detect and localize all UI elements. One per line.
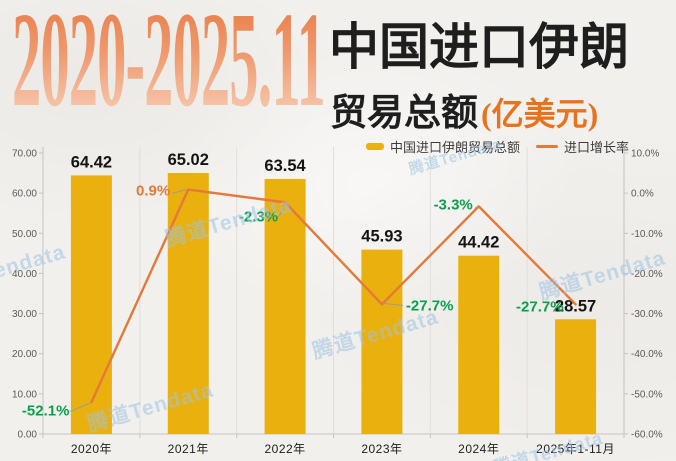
growth-rate-label: -2.3% (239, 208, 278, 225)
main-title-line2-row: 贸易总额 (亿美元) (330, 82, 598, 136)
left-axis-tick-label: 20.00 (12, 349, 37, 360)
tendata-watermark: 腾道Tendata (84, 378, 217, 437)
tendata-watermark: 腾道Tendata (309, 305, 442, 364)
growth-rate-label: -27.7% (516, 298, 564, 315)
label-leader-line (382, 302, 403, 306)
bar-value-label: 65.02 (168, 151, 209, 169)
right-axis-tick-label: -60.0% (631, 430, 663, 441)
right-axis-tick-label: -40.0% (631, 349, 663, 360)
left-axis-tick-label: 60.00 (12, 189, 37, 200)
left-axis-tick-label: 70.00 (12, 149, 37, 160)
growth-rate-label: 0.9% (136, 183, 170, 200)
x-axis-label: 2023年 (361, 442, 402, 456)
label-leader-line (172, 189, 187, 195)
bar-value-label: 63.54 (264, 157, 306, 175)
bar-2023年 (361, 249, 403, 434)
legend-item-growth-rate: 进口增长率 (536, 137, 629, 156)
bar-value-label: 64.42 (71, 153, 112, 171)
right-axis-tick-label: -10.0% (631, 229, 663, 240)
legend-label-trade-total: 中国进口伊朗贸易总额 (390, 140, 521, 155)
bar-value-label: 28.57 (555, 297, 596, 315)
x-axis-label: 2020年 (71, 442, 112, 456)
legend-label-growth-rate: 进口增长率 (564, 140, 630, 155)
x-axis-label: 2021年 (168, 442, 209, 456)
bar-2025年1-11月 (555, 319, 597, 434)
date-range-title: 2020-2025.11 (12, 0, 326, 128)
x-axis-label: 2024年 (458, 442, 499, 456)
bar-value-label: 44.42 (458, 234, 499, 252)
bar-2020年 (70, 175, 112, 434)
bar-2022年 (264, 178, 306, 434)
unit-label: (亿美元) (481, 96, 599, 132)
label-leader-line (278, 205, 285, 217)
bar-2024年 (458, 255, 500, 434)
left-axis-tick-label: 0.00 (18, 430, 38, 441)
bar-series-swatch-icon (366, 143, 384, 150)
left-axis-tick-label: 10.00 (12, 389, 37, 400)
label-leader-line (474, 205, 479, 209)
right-axis-tick-label: -50.0% (631, 389, 663, 400)
left-axis-tick-label: 50.00 (12, 229, 37, 240)
growth-rate-label: -52.1% (22, 402, 70, 419)
chart-legend: 中国进口伊朗贸易总额 进口增长率 (366, 137, 629, 156)
right-axis-tick-label: 0.0% (631, 189, 654, 200)
tendata-watermark: 腾道Tendata (491, 427, 606, 461)
growth-rate-line (90, 188, 577, 404)
main-title-line2: 贸易总额 (330, 93, 478, 134)
x-axis-label: 2022年 (264, 442, 305, 456)
tendata-watermark: 腾道Tendata (0, 240, 69, 299)
left-axis-tick-label: 40.00 (12, 269, 37, 280)
right-axis-tick-label: -20.0% (631, 269, 663, 280)
tendata-watermark: 腾道Tendata (536, 246, 669, 305)
right-axis-tick-label: -30.0% (631, 309, 663, 320)
growth-rate-label: -3.3% (434, 196, 473, 213)
right-axis-tick-label: 10.0% (631, 149, 659, 160)
bar-value-label: 45.93 (361, 228, 402, 246)
label-leader-line (70, 402, 90, 412)
main-title-line1: 中国进口伊朗 (329, 19, 629, 75)
tendata-watermark: 腾道Tendata (162, 193, 295, 252)
left-axis-tick-label: 30.00 (12, 309, 37, 320)
x-axis-label: 2025年1-11月 (536, 442, 615, 456)
growth-rate-label: -27.7% (406, 297, 454, 314)
bar-2021年 (167, 172, 209, 434)
line-series-swatch-icon (536, 145, 559, 148)
legend-item-trade-total: 中国进口伊朗贸易总额 (366, 137, 520, 156)
